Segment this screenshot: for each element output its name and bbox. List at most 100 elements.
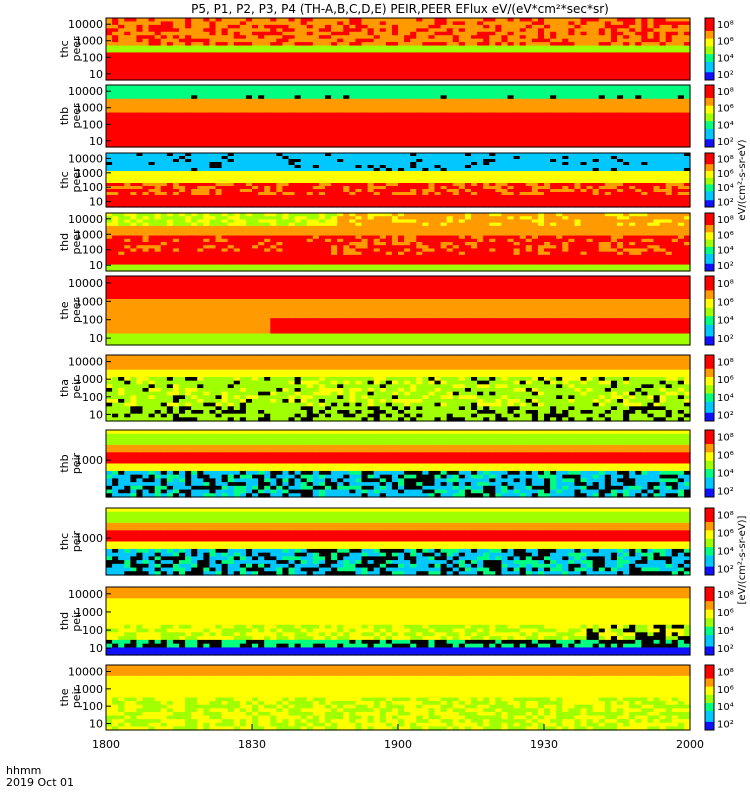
heatmap-cell xyxy=(258,136,265,141)
heatmap-cell xyxy=(544,122,551,127)
heatmap-cell xyxy=(477,136,484,141)
heatmap-cell xyxy=(385,186,393,190)
heatmap-cell xyxy=(252,62,259,67)
heatmap-cell xyxy=(629,73,636,78)
heatmap-cell xyxy=(172,119,180,124)
heatmap-cell xyxy=(124,31,131,36)
heatmap-cell xyxy=(458,174,466,178)
heatmap-cell xyxy=(349,136,357,141)
heatmap-cell xyxy=(550,24,557,29)
heatmap-cell xyxy=(331,195,338,199)
heatmap-cell xyxy=(446,143,454,148)
heatmap-cell xyxy=(635,85,642,90)
heatmap-cell xyxy=(513,28,521,33)
heatmap-cell xyxy=(300,122,308,127)
heatmap-cell xyxy=(160,35,168,40)
heatmap-cell xyxy=(288,31,296,36)
heatmap-cell xyxy=(598,165,606,169)
heatmap-cell xyxy=(325,119,332,124)
heatmap-cell xyxy=(300,21,308,26)
heatmap-cell xyxy=(641,129,649,134)
heatmap-cell xyxy=(629,55,636,60)
heatmap-cell xyxy=(647,42,655,47)
heatmap-cell xyxy=(580,165,588,169)
heatmap-cell xyxy=(550,49,557,54)
heatmap-cell xyxy=(677,42,685,47)
heatmap-cell xyxy=(276,55,284,60)
heatmap-cell xyxy=(544,28,551,33)
heatmap-cell xyxy=(276,195,284,199)
heatmap-cell xyxy=(355,133,363,138)
heatmap-cell xyxy=(185,186,192,190)
heatmap-cell xyxy=(367,189,375,193)
heatmap-cell xyxy=(118,174,125,178)
heatmap-cell xyxy=(288,116,296,121)
heatmap-cell xyxy=(197,192,204,196)
heatmap-cell xyxy=(179,112,186,117)
heatmap-cell xyxy=(179,119,186,124)
heatmap-cell xyxy=(519,119,527,124)
heatmap-cell xyxy=(252,192,259,196)
heatmap-cell xyxy=(318,165,326,169)
heatmap-cell xyxy=(258,183,265,187)
heatmap-cell xyxy=(282,168,290,172)
heatmap-cell xyxy=(489,183,496,187)
heatmap-cell xyxy=(641,55,649,60)
heatmap-cell xyxy=(130,189,138,193)
heatmap-cell xyxy=(580,136,588,141)
heatmap-cell xyxy=(294,159,302,163)
heatmap-cell xyxy=(568,109,576,114)
heatmap-cell xyxy=(160,95,168,100)
heatmap-cell xyxy=(252,136,259,141)
heatmap-cell xyxy=(239,171,247,175)
heatmap-cell xyxy=(440,66,448,71)
heatmap-cell xyxy=(440,171,448,175)
heatmap-cell xyxy=(537,109,545,114)
heatmap-cell xyxy=(683,159,691,163)
heatmap-cell xyxy=(513,116,521,121)
heatmap-cell xyxy=(197,195,204,199)
heatmap-cell xyxy=(428,88,436,93)
heatmap-cell xyxy=(337,122,344,127)
heatmap-cell xyxy=(623,24,630,29)
heatmap-cell xyxy=(604,66,612,71)
heatmap-cell xyxy=(227,162,235,166)
heatmap-cell xyxy=(471,136,478,141)
heatmap-cell xyxy=(683,21,691,26)
heatmap-cell xyxy=(422,168,430,172)
heatmap-cell xyxy=(671,59,679,64)
heatmap-cell xyxy=(197,156,204,160)
heatmap-cell xyxy=(574,28,582,33)
heatmap-cell xyxy=(598,186,606,190)
heatmap-cell xyxy=(185,21,192,26)
heatmap-cell xyxy=(495,31,503,36)
heatmap-cell xyxy=(172,91,180,96)
heatmap-cell xyxy=(398,62,405,67)
heatmap-cell xyxy=(209,76,217,81)
heatmap-cell xyxy=(233,119,241,124)
heatmap-cell xyxy=(136,122,144,127)
heatmap-cell xyxy=(416,171,423,175)
heatmap-cell xyxy=(580,62,588,67)
heatmap-cell xyxy=(477,91,484,96)
heatmap-cells xyxy=(106,153,691,208)
heatmap-cell xyxy=(574,183,582,187)
heatmap-cell xyxy=(422,45,430,50)
heatmap-cell xyxy=(617,162,624,166)
heatmap-cell xyxy=(683,52,691,57)
heatmap-cell xyxy=(464,59,472,64)
heatmap-cell xyxy=(239,129,247,134)
heatmap-cell xyxy=(160,133,168,138)
heatmap-cell xyxy=(617,140,624,145)
heatmap-cell xyxy=(647,189,655,193)
heatmap-cell xyxy=(556,162,563,166)
heatmap-cell xyxy=(458,177,466,181)
heatmap-cell xyxy=(519,91,527,96)
heatmap-cell xyxy=(586,119,594,124)
heatmap-cell xyxy=(659,49,667,54)
heatmap-cell xyxy=(349,28,357,33)
heatmap-cell xyxy=(446,183,454,187)
heatmap-cell xyxy=(379,143,387,148)
heatmap-cell xyxy=(653,156,661,160)
heatmap-cell xyxy=(318,168,326,172)
